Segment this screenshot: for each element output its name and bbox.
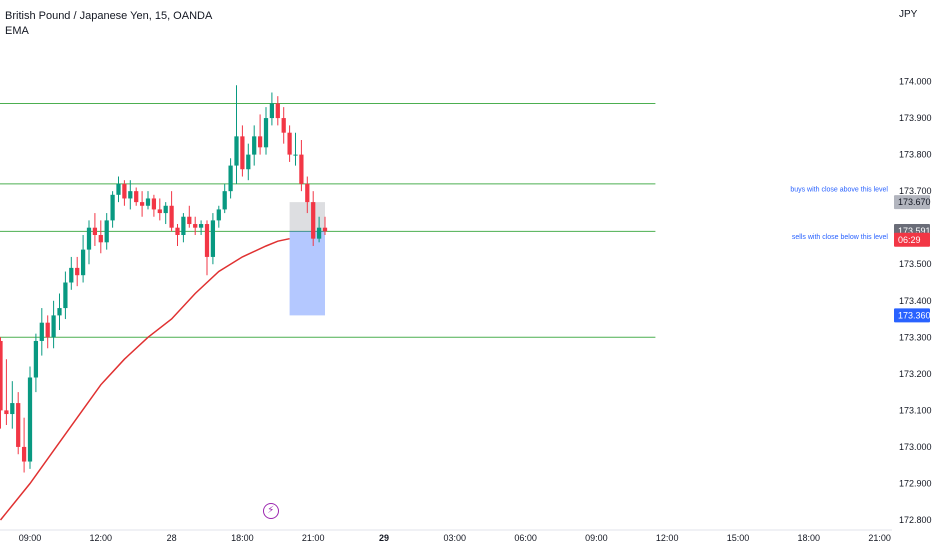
level-annotation[interactable]: sells with close below this level [792, 234, 889, 241]
candle[interactable] [0, 337, 3, 429]
candle[interactable] [45, 315, 50, 349]
candle[interactable] [252, 125, 257, 166]
candle[interactable] [69, 256, 74, 290]
price-axis-label: 173.100 [899, 405, 932, 415]
time-axis-label: 29 [379, 533, 389, 543]
currency-label: JPY [899, 9, 918, 20]
price-axis-label: 172.900 [899, 478, 932, 488]
candle[interactable] [281, 107, 286, 144]
price-axis-label: 173.000 [899, 442, 932, 452]
time-axis-label: 09:00 [585, 533, 608, 543]
time-axis-label: 09:00 [19, 533, 42, 543]
candle[interactable] [86, 220, 92, 265]
candle[interactable] [269, 92, 275, 126]
chart-title: British Pound / Japanese Yen, 15, OANDA [5, 10, 213, 22]
candle[interactable] [122, 180, 127, 206]
time-axis-label: 28 [167, 533, 177, 543]
candle[interactable] [139, 191, 145, 217]
candle[interactable] [110, 191, 115, 228]
candle[interactable] [75, 256, 80, 287]
indicator-legend[interactable]: EMA [5, 25, 29, 37]
candle[interactable] [104, 213, 109, 250]
candle[interactable] [98, 220, 103, 254]
candle[interactable] [222, 183, 227, 214]
svg-text:173.360: 173.360 [898, 310, 931, 320]
candle[interactable] [57, 293, 62, 330]
candle[interactable] [316, 216, 322, 243]
candle[interactable] [311, 191, 316, 246]
candle[interactable] [134, 187, 139, 206]
candle[interactable] [151, 194, 157, 217]
candle[interactable] [234, 85, 239, 184]
candle[interactable] [257, 114, 263, 155]
level-annotation[interactable]: buys with close above this level [790, 186, 888, 193]
candle[interactable] [63, 271, 68, 320]
candle[interactable] [293, 132, 298, 166]
lightning-bolt-icon[interactable]: ⚡ [262, 503, 279, 519]
time-axis-label: 12:00 [90, 533, 113, 543]
candle[interactable] [240, 125, 245, 177]
candle[interactable] [187, 205, 192, 228]
candle[interactable] [16, 392, 21, 455]
price-axis-label: 174.000 [899, 77, 932, 87]
price-axis-label: 173.200 [899, 369, 932, 379]
price-tag: 173.670 [894, 195, 931, 210]
candle[interactable] [157, 198, 162, 221]
svg-text:06:29: 06:29 [898, 235, 921, 245]
candle[interactable] [128, 180, 133, 210]
svg-text:173.670: 173.670 [898, 197, 931, 207]
candle[interactable] [10, 381, 15, 429]
price-tag: 06:29 [894, 232, 930, 247]
candle[interactable] [116, 176, 121, 203]
candle[interactable] [246, 143, 251, 181]
candle[interactable] [175, 224, 180, 246]
price-axis-label: 173.300 [899, 332, 932, 342]
price-axis-label: 173.400 [899, 296, 932, 306]
price-axis-label: 173.500 [899, 259, 932, 269]
price-axis-label: 172.800 [899, 515, 932, 525]
time-axis-label: 18:00 [231, 533, 254, 543]
candle[interactable] [228, 158, 233, 199]
candle[interactable] [169, 191, 174, 232]
take-profit-zone[interactable] [289, 230, 325, 316]
time-axis-label: 21:00 [302, 533, 325, 543]
candle[interactable] [322, 216, 328, 235]
candle[interactable] [4, 359, 9, 425]
svg-text:173.591: 173.591 [898, 226, 931, 236]
candle[interactable] [27, 366, 33, 469]
price-axis-label: 173.900 [899, 113, 932, 123]
candle[interactable] [80, 235, 86, 283]
candle[interactable] [305, 176, 310, 214]
time-axis-label: 18:00 [798, 533, 821, 543]
candle[interactable] [92, 213, 98, 246]
candle[interactable] [51, 300, 56, 349]
ema-line[interactable] [0, 237, 290, 521]
price-tag: 173.360 [894, 308, 931, 323]
candle[interactable] [21, 417, 27, 473]
candle[interactable] [145, 191, 151, 210]
candle[interactable] [263, 107, 269, 155]
candle[interactable] [39, 308, 44, 356]
candle[interactable] [193, 216, 198, 235]
time-axis-label: 06:00 [514, 533, 537, 543]
candle[interactable] [210, 213, 216, 265]
candle[interactable] [33, 333, 39, 393]
time-axis-label: 03:00 [444, 533, 467, 543]
candle[interactable] [204, 220, 210, 276]
price-axis-label: 173.700 [899, 186, 932, 196]
candle[interactable] [216, 205, 221, 228]
candle[interactable] [287, 125, 292, 162]
candle[interactable] [198, 220, 204, 235]
candle[interactable] [181, 213, 186, 243]
time-axis-label: 21:00 [868, 533, 891, 543]
candle[interactable] [275, 96, 280, 126]
price-axis-label: 173.800 [899, 150, 932, 160]
time-axis-label: 12:00 [656, 533, 679, 543]
candle[interactable] [299, 140, 304, 192]
time-axis-label: 15:00 [727, 533, 750, 543]
candle[interactable] [163, 202, 168, 225]
